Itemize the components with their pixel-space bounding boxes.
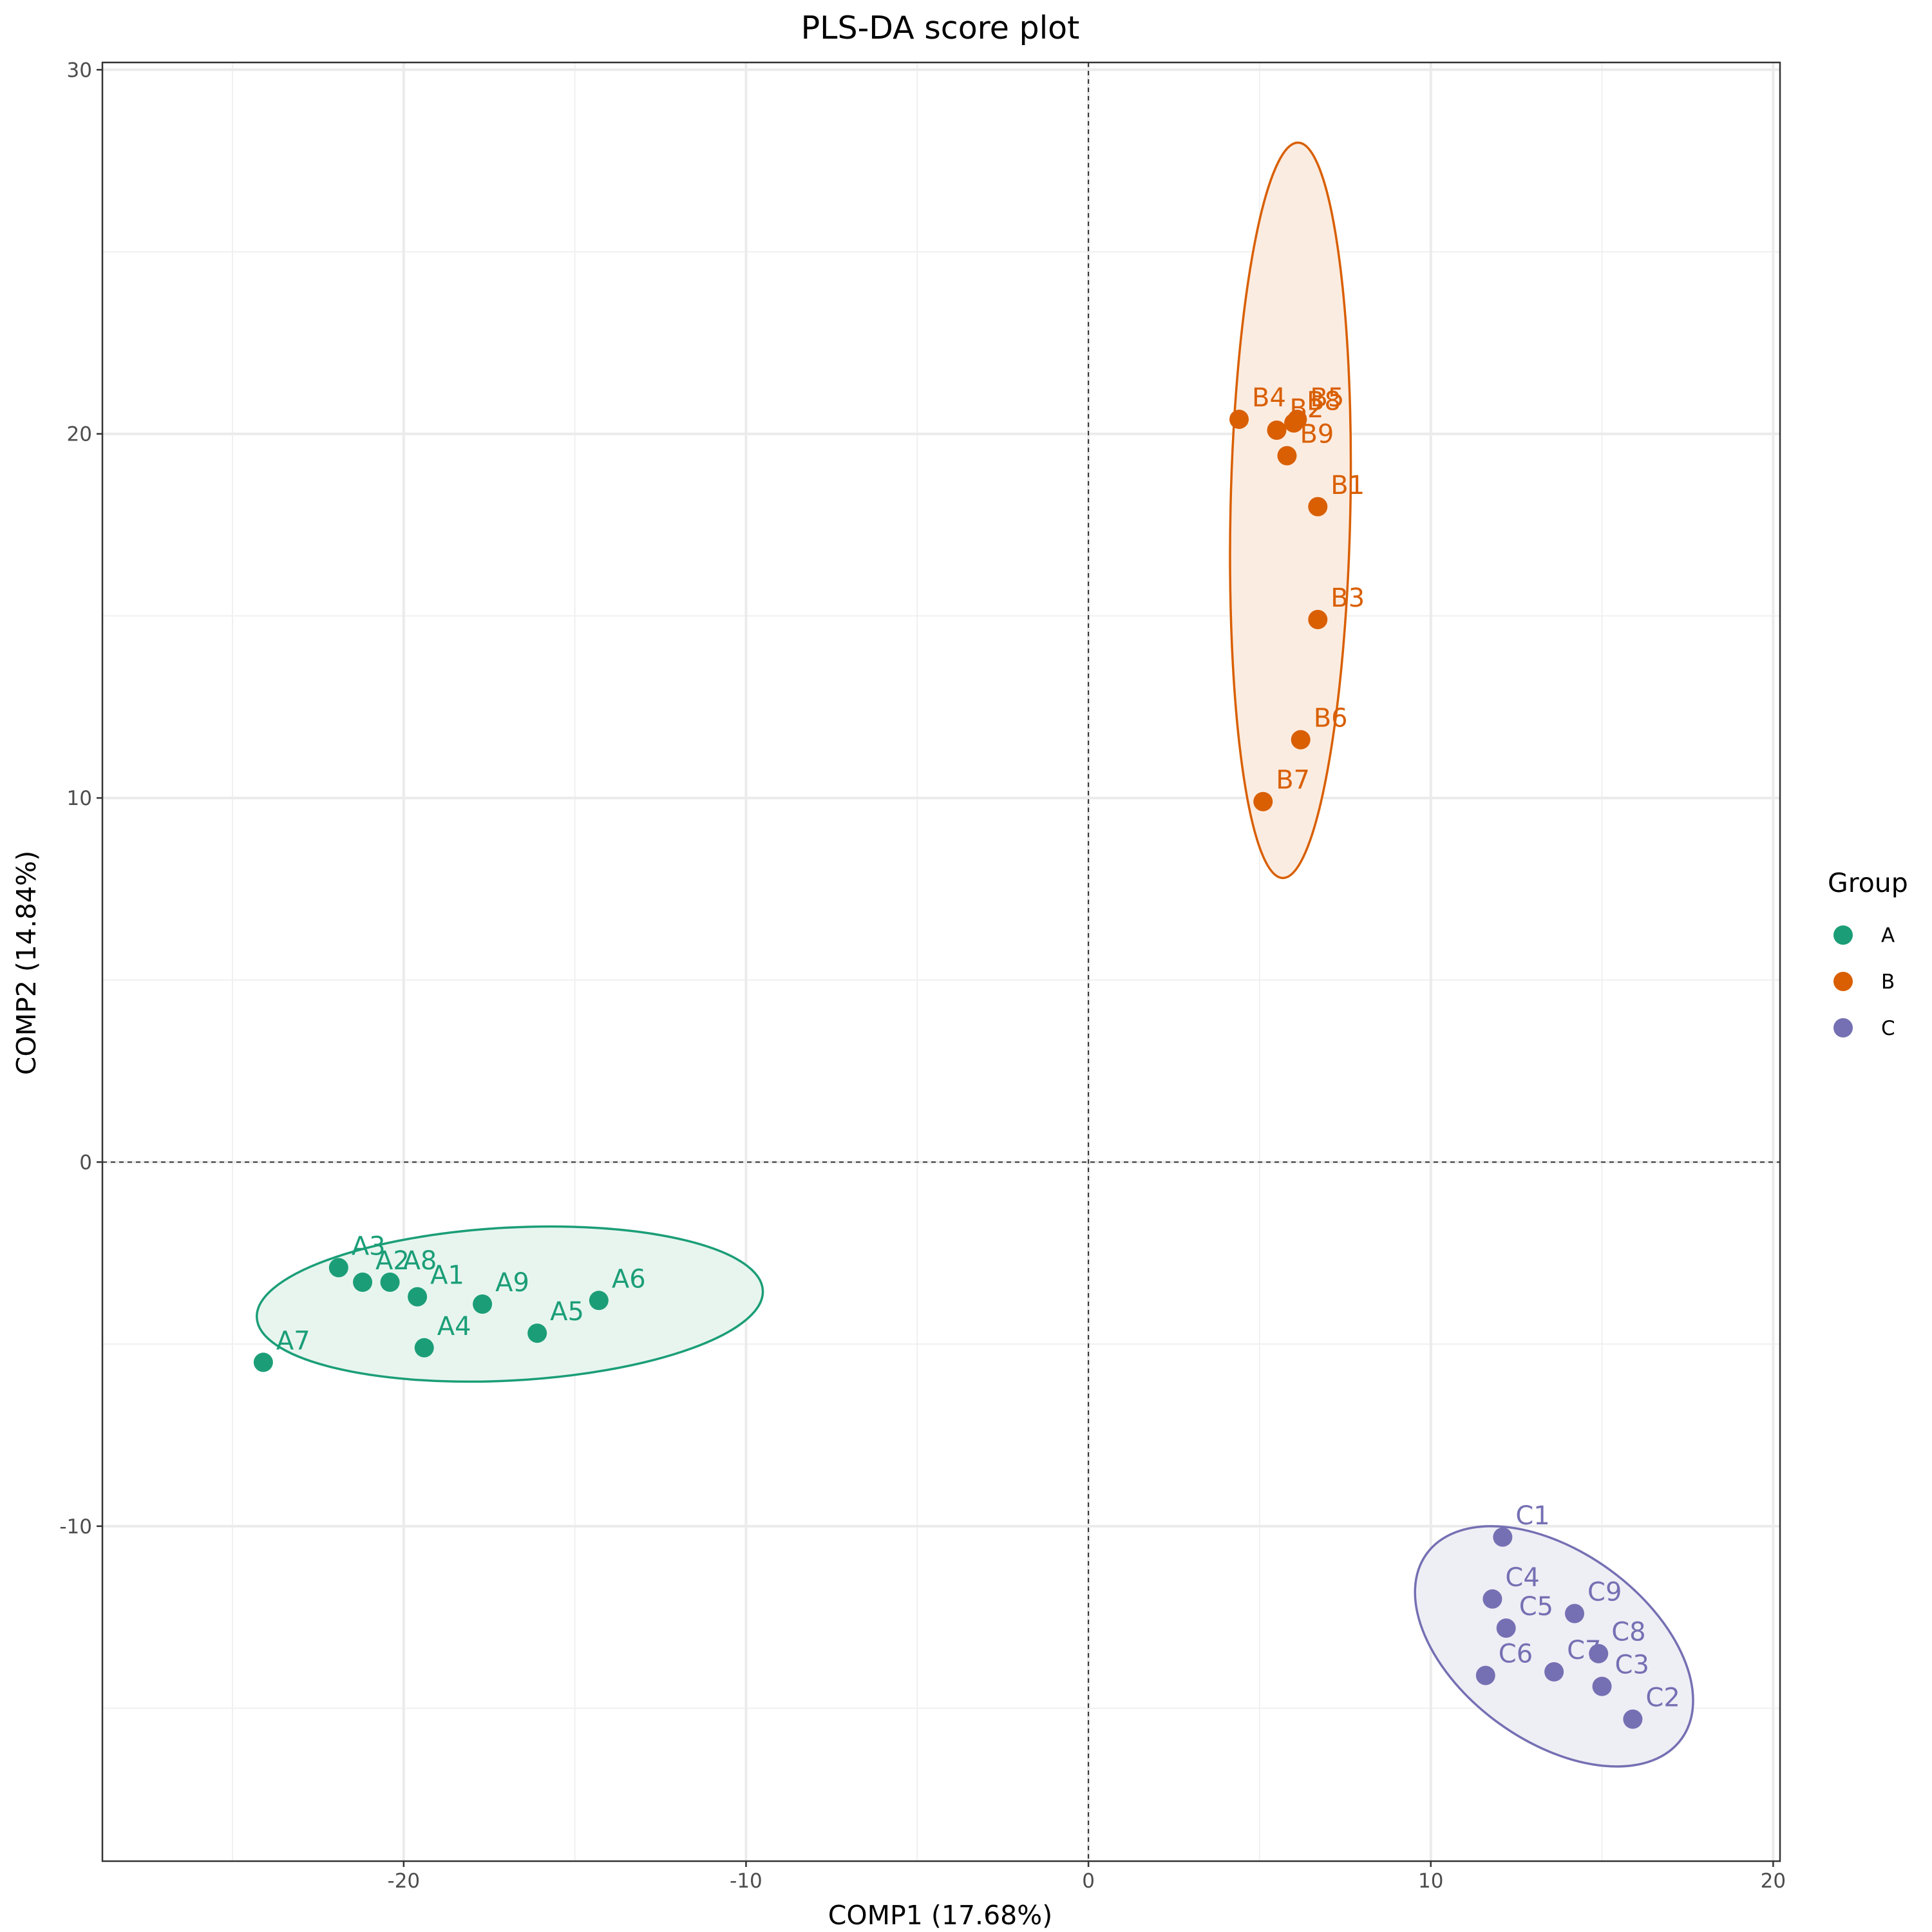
point-label-b1: B1 [1331, 471, 1365, 500]
point-label-b3: B3 [1331, 583, 1365, 613]
data-point-b2 [1267, 421, 1287, 440]
data-point-b9 [1277, 446, 1297, 466]
point-label-c1: C1 [1515, 1501, 1549, 1531]
data-point-c7 [1544, 1662, 1564, 1681]
data-point-b7 [1253, 791, 1273, 811]
data-point-c1 [1493, 1527, 1513, 1547]
legend: Group A BC [1828, 867, 1908, 1040]
point-label-b4: B4 [1252, 383, 1286, 413]
data-point-c3 [1592, 1676, 1612, 1696]
confidence-ellipse-c [1414, 1525, 1694, 1768]
point-label-a1: A1 [430, 1261, 464, 1291]
point-label-b8: B8 [1307, 387, 1341, 417]
point-label-c4: C4 [1505, 1563, 1539, 1593]
data-point-a3 [328, 1258, 348, 1278]
data-point-c4 [1482, 1589, 1502, 1609]
legend-key-b [1833, 972, 1853, 991]
data-point-c6 [1475, 1665, 1495, 1685]
legend-title: Group [1828, 867, 1908, 898]
point-label-b6: B6 [1314, 704, 1348, 734]
point-label-a3: A3 [352, 1231, 386, 1261]
x-tick-label: 0 [1082, 1870, 1095, 1893]
data-point-a1 [408, 1287, 428, 1307]
data-point-b4 [1229, 410, 1249, 430]
point-label-a7: A7 [276, 1326, 310, 1356]
point-label-c9: C9 [1587, 1578, 1622, 1607]
point-label-a2: A2 [375, 1246, 410, 1276]
chart-title: PLS-DA score plot [801, 10, 1080, 46]
y-tick-label: 10 [67, 787, 92, 810]
point-label-a6: A6 [612, 1264, 646, 1294]
y-tick-label: 0 [79, 1151, 92, 1174]
y-tick-label: -10 [59, 1515, 92, 1539]
x-axis-title: COMP1 (17.68%) [828, 1900, 1052, 1931]
data-point-c2 [1623, 1709, 1643, 1729]
point-label-a9: A9 [495, 1268, 529, 1298]
point-label-c2: C2 [1645, 1683, 1680, 1713]
confidence-ellipse-a [256, 1225, 764, 1383]
x-tick-label: -10 [730, 1870, 762, 1893]
point-label-a8: A8 [403, 1246, 437, 1276]
data-point-b6 [1291, 730, 1311, 750]
point-label-c5: C5 [1519, 1592, 1553, 1622]
legend-label-b: B [1881, 971, 1895, 994]
data-point-a2 [353, 1273, 373, 1293]
axes: -20 -10 0 10 20 -10 0 10 20 30 [59, 59, 1786, 1893]
point-label-b7: B7 [1276, 766, 1310, 795]
data-point-a8 [380, 1273, 400, 1293]
point-label-a5: A5 [550, 1297, 584, 1327]
point-label-c3: C3 [1615, 1651, 1649, 1680]
legend-label-a: A [1881, 924, 1895, 947]
panel-border [101, 61, 1781, 1862]
point-label-a4: A4 [437, 1312, 471, 1341]
data-point-b8 [1284, 413, 1304, 433]
data-point-b1 [1308, 497, 1328, 516]
data-point-a7 [253, 1352, 273, 1372]
point-label-c6: C6 [1499, 1640, 1533, 1669]
confidence-ellipse-b [1229, 141, 1352, 880]
data-point-b3 [1308, 610, 1328, 630]
data-point-a6 [589, 1291, 609, 1311]
y-tick-label: 30 [67, 59, 92, 82]
data-point-c8 [1589, 1643, 1609, 1663]
legend-key-c [1833, 1018, 1853, 1037]
x-tick-label: -20 [388, 1870, 421, 1893]
point-label-c8: C8 [1611, 1618, 1645, 1647]
data-point-c9 [1565, 1604, 1585, 1624]
y-axis-title: COMP2 (14.84%) [11, 851, 42, 1075]
point-label-b5: B5 [1310, 383, 1344, 413]
data-point-a5 [527, 1323, 547, 1343]
x-tick-label: 10 [1418, 1870, 1443, 1893]
y-tick-label: 20 [67, 423, 92, 446]
data-point-c5 [1496, 1618, 1516, 1638]
legend-key-a [1833, 925, 1853, 945]
data-point-a9 [473, 1294, 493, 1314]
point-label-b9: B9 [1300, 420, 1334, 450]
x-tick-label: 20 [1761, 1870, 1786, 1893]
data-point-a4 [414, 1338, 434, 1358]
legend-label-c: C [1881, 1017, 1895, 1040]
